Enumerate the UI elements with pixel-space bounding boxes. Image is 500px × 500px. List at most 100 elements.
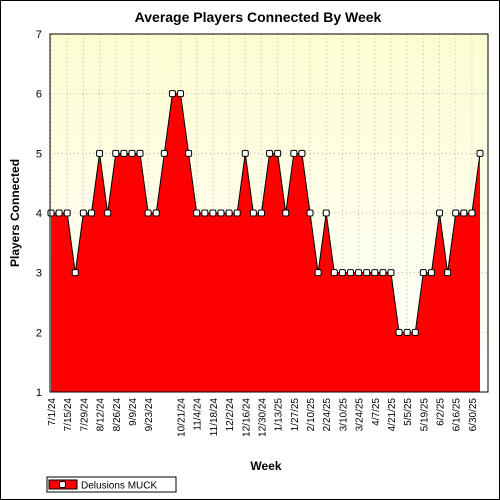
- data-point: [266, 149, 274, 157]
- data-point: [160, 149, 168, 157]
- data-point: [314, 269, 322, 277]
- data-point: [63, 209, 71, 217]
- x-tick-label: 4/21/25: [387, 398, 398, 432]
- y-tick-label: 4: [36, 208, 42, 220]
- x-tick-label: 3/24/25: [355, 398, 366, 432]
- x-tick-label: 3/10/25: [338, 398, 349, 432]
- x-tick-label: 7/29/24: [79, 398, 90, 432]
- data-point: [201, 209, 209, 217]
- x-tick-label: 12/30/24: [257, 398, 268, 437]
- y-tick-label: 2: [36, 327, 42, 339]
- x-tick-label: 12/2/24: [225, 398, 236, 432]
- y-tick-label: 5: [36, 148, 42, 160]
- x-tick-label: 2/24/25: [322, 398, 333, 432]
- data-point: [128, 149, 136, 157]
- data-point: [185, 149, 193, 157]
- legend-box: [46, 476, 177, 493]
- data-point: [427, 269, 435, 277]
- legend-label: Delusions MUCK: [81, 481, 157, 492]
- data-point: [371, 269, 379, 277]
- plot-frame: [49, 33, 489, 393]
- data-point: [419, 269, 427, 277]
- data-point: [379, 269, 387, 277]
- data-point: [104, 209, 112, 217]
- x-tick-label: 5/5/25: [403, 398, 414, 426]
- data-point: [241, 149, 249, 157]
- data-point: [136, 149, 144, 157]
- y-axis-ticks: 1 2 3 4 5 6 7: [36, 29, 42, 399]
- x-axis-label: Week: [250, 459, 281, 473]
- data-point: [403, 328, 411, 336]
- y-tick-label: 1: [36, 387, 42, 399]
- data-point: [346, 269, 354, 277]
- data-point: [233, 209, 241, 217]
- data-point: [274, 149, 282, 157]
- data-point: [257, 209, 265, 217]
- data-point: [152, 209, 160, 217]
- y-tick-label: 6: [36, 89, 42, 101]
- data-point: [120, 149, 128, 157]
- data-point: [476, 149, 484, 157]
- data-point: [330, 269, 338, 277]
- x-tick-label: 7/1/24: [47, 398, 58, 426]
- data-point: [436, 209, 444, 217]
- data-point: [338, 269, 346, 277]
- data-point: [87, 209, 95, 217]
- x-tick-label: 7/15/24: [63, 398, 74, 432]
- x-tick-label: 6/16/25: [452, 398, 463, 432]
- x-tick-label: 1/13/25: [274, 398, 285, 432]
- data-point: [144, 209, 152, 217]
- x-tick-label: 1/27/25: [290, 398, 301, 432]
- data-point: [55, 209, 63, 217]
- x-tick-label: 11/18/24: [209, 398, 220, 437]
- data-point: [225, 209, 233, 217]
- x-tick-label: 8/12/24: [96, 398, 107, 432]
- x-tick-label: 2/10/25: [306, 398, 317, 432]
- data-point: [322, 209, 330, 217]
- chart-title: Average Players Connected By Week: [135, 9, 382, 25]
- data-point: [306, 209, 314, 217]
- y-tick-label: 7: [36, 29, 42, 41]
- legend-marker: [59, 481, 66, 488]
- data-point: [444, 269, 452, 277]
- x-axis-ticks: 7/1/24 7/15/24 7/29/24 8/12/24 8/26/24 9/9/24…: [47, 398, 479, 437]
- data-point: [177, 90, 185, 98]
- data-point: [468, 209, 476, 217]
- data-point: [249, 209, 257, 217]
- x-tick-label: 11/4/24: [193, 398, 204, 431]
- x-tick-label: 6/2/25: [436, 398, 447, 426]
- data-point: [217, 209, 225, 217]
- data-point: [79, 209, 87, 217]
- series-area: [51, 93, 480, 393]
- series-layer: [47, 90, 484, 393]
- x-tick-label: 6/30/25: [468, 398, 479, 432]
- x-tick-label: 5/19/25: [419, 398, 430, 432]
- x-tick-label: 12/16/24: [241, 398, 252, 437]
- x-tick-label: 8/26/24: [112, 398, 123, 432]
- data-point: [290, 149, 298, 157]
- data-point: [168, 90, 176, 98]
- data-point: [460, 209, 468, 217]
- x-tick-label: 9/23/24: [144, 398, 155, 432]
- y-axis-label: Players Connected: [8, 159, 22, 267]
- x-tick-label: 9/9/24: [128, 398, 139, 426]
- data-point: [363, 269, 371, 277]
- data-point: [282, 209, 290, 217]
- data-point: [112, 149, 120, 157]
- data-point: [411, 328, 419, 336]
- data-point: [209, 209, 217, 217]
- data-point: [298, 149, 306, 157]
- y-tick-label: 3: [36, 268, 42, 280]
- data-point: [47, 209, 55, 217]
- legend: Delusions MUCK: [46, 476, 177, 493]
- data-point: [96, 149, 104, 157]
- data-point: [71, 269, 79, 277]
- data-point: [193, 209, 201, 217]
- data-point: [395, 328, 403, 336]
- data-point: [387, 269, 395, 277]
- x-tick-label: 10/21/24: [177, 398, 188, 437]
- data-point: [355, 269, 363, 277]
- data-point: [452, 209, 460, 217]
- x-tick-label: 4/7/25: [371, 398, 382, 426]
